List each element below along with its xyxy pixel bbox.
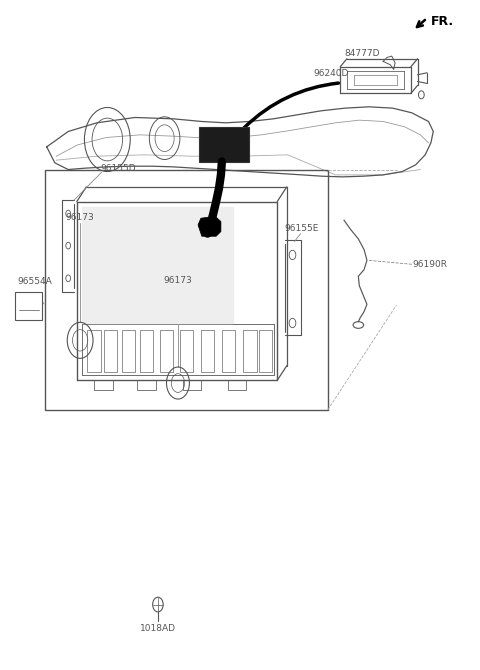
Bar — [95, 381, 113, 390]
Text: FR.: FR. — [431, 15, 454, 28]
Text: 96155E: 96155E — [284, 224, 318, 232]
Text: 84777D: 84777D — [344, 49, 380, 58]
Polygon shape — [199, 127, 249, 161]
Bar — [183, 381, 201, 390]
Bar — [45, 170, 328, 410]
Bar — [259, 330, 273, 373]
Text: 96173: 96173 — [164, 276, 192, 285]
Text: 96190R: 96190R — [413, 260, 448, 269]
Bar — [15, 292, 42, 320]
Bar — [222, 330, 235, 373]
Bar — [121, 330, 135, 373]
Text: 96554A: 96554A — [17, 277, 52, 286]
Bar — [87, 330, 101, 373]
Bar — [104, 330, 117, 373]
Bar — [140, 330, 153, 373]
Text: 96560F: 96560F — [191, 304, 225, 313]
FancyArrowPatch shape — [244, 83, 338, 127]
Text: 96155D: 96155D — [100, 163, 136, 173]
Bar — [201, 330, 214, 373]
Text: 1018AD: 1018AD — [140, 624, 176, 633]
Polygon shape — [198, 216, 221, 237]
Text: 96173: 96173 — [66, 213, 95, 222]
Bar — [228, 381, 246, 390]
Bar — [160, 330, 173, 373]
Bar — [243, 330, 257, 373]
Bar — [180, 330, 193, 373]
Text: 96240D: 96240D — [313, 69, 348, 78]
Bar — [137, 381, 156, 390]
